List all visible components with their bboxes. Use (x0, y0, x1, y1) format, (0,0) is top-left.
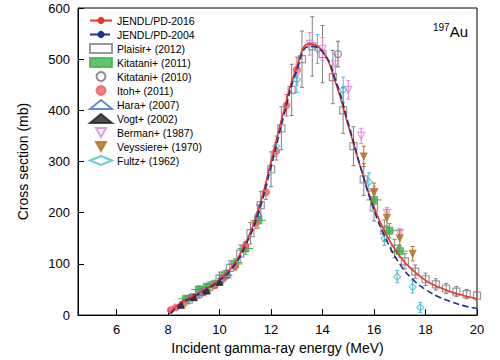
svg-text:Incident gamma-ray energy (MeV: Incident gamma-ray energy (MeV) (171, 340, 383, 356)
svg-text:14: 14 (315, 322, 329, 337)
svg-text:197: 197 (433, 22, 450, 33)
svg-text:Berman+ (1987): Berman+ (1987) (117, 127, 193, 139)
svg-text:12: 12 (264, 322, 278, 337)
svg-text:0: 0 (63, 308, 70, 323)
svg-text:JENDL/PD-2016: JENDL/PD-2016 (117, 15, 195, 27)
svg-text:Itoh+ (2011): Itoh+ (2011) (117, 85, 173, 97)
svg-text:8: 8 (164, 322, 171, 337)
svg-text:300: 300 (48, 154, 70, 169)
svg-text:Kitatani+ (2010): Kitatani+ (2010) (117, 71, 191, 83)
svg-text:Vogt+ (2002): Vogt+ (2002) (117, 113, 177, 125)
svg-text:500: 500 (48, 52, 70, 67)
svg-text:200: 200 (48, 205, 70, 220)
svg-text:100: 100 (48, 256, 70, 271)
svg-text:Hara+ (2007): Hara+ (2007) (117, 99, 179, 111)
svg-text:6: 6 (113, 322, 120, 337)
svg-text:20: 20 (470, 322, 484, 337)
svg-text:18: 18 (418, 322, 432, 337)
svg-text:400: 400 (48, 103, 70, 118)
svg-text:600: 600 (48, 1, 70, 16)
svg-text:JENDL/PD-2004: JENDL/PD-2004 (117, 29, 195, 41)
svg-text:Kitatani+ (2011): Kitatani+ (2011) (117, 57, 191, 69)
svg-text:Fultz+ (1962): Fultz+ (1962) (117, 155, 179, 167)
svg-text:10: 10 (212, 322, 226, 337)
svg-text:Plaisir+ (2012): Plaisir+ (2012) (117, 43, 185, 55)
svg-text:16: 16 (367, 322, 381, 337)
svg-text:Au: Au (450, 23, 468, 40)
svg-text:Cross section (mb): Cross section (mb) (15, 103, 31, 220)
svg-text:Veyssiere+ (1970): Veyssiere+ (1970) (117, 141, 202, 153)
